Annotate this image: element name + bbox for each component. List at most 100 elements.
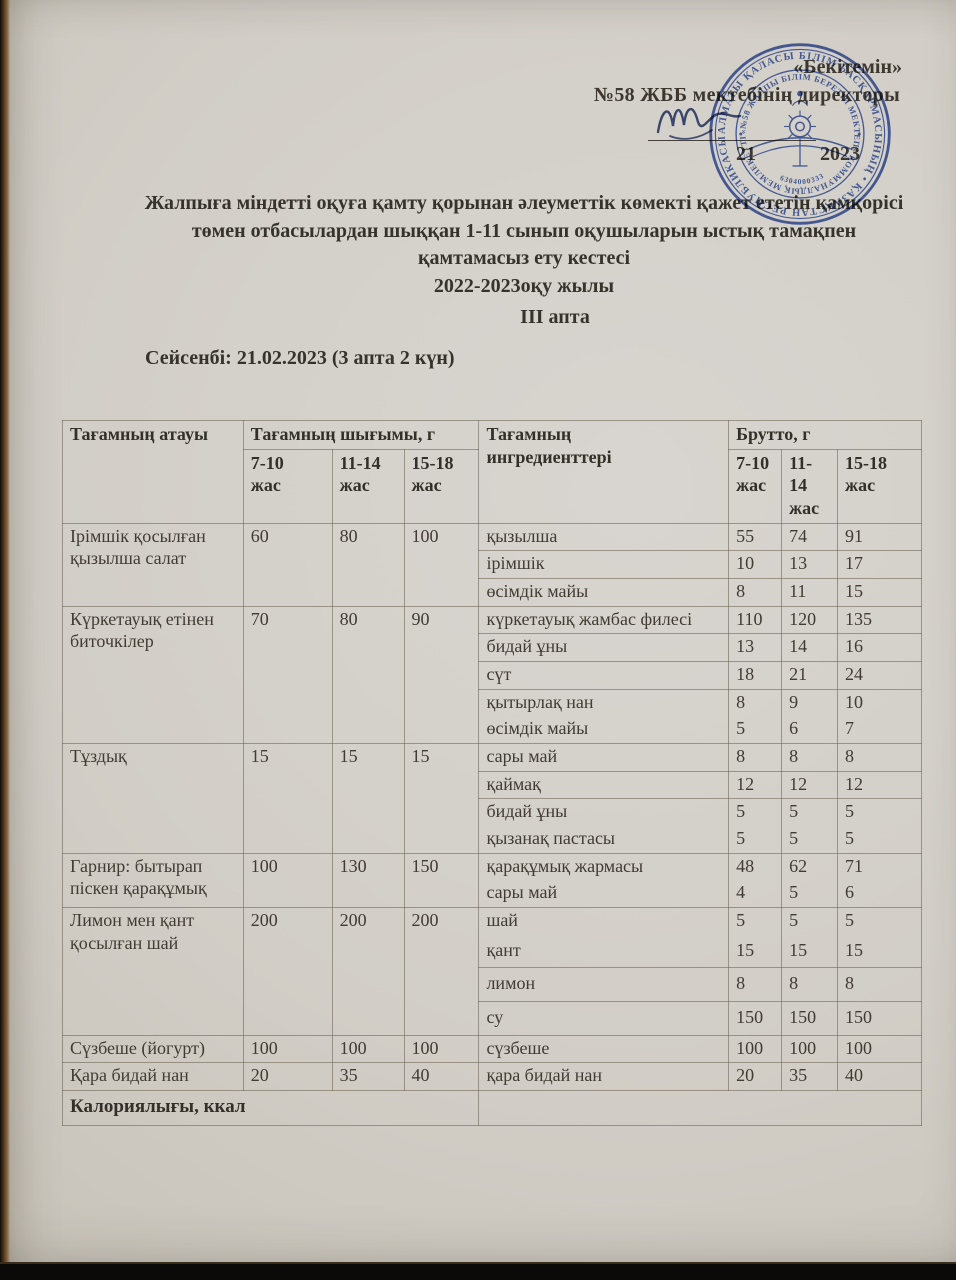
ingredient-name-cell: бидай ұны xyxy=(478,798,730,827)
output-value-cell: 100 xyxy=(331,1034,405,1064)
output-value-cell: 80 xyxy=(331,522,405,607)
table-row: өсімдік майы 8 11 15 xyxy=(63,578,922,607)
table-row: қытырлақ нан 8 9 10 xyxy=(63,688,922,717)
table-row: бидай ұны 5 5 5 xyxy=(63,798,922,827)
header-age-15-18: 15-18 жас xyxy=(403,448,480,524)
brutto-value-cell: 21 xyxy=(781,661,839,690)
table-header-row-groups: Тағамның атауы Тағамның шығымы, г Тағамн… xyxy=(62,420,922,524)
director-line: №58 ЖББ мектебінің директоры xyxy=(593,84,900,106)
brutto-value-cell: 12 xyxy=(781,770,839,800)
brutto-value-cell: 5 xyxy=(728,826,783,854)
header-age-11-14: 11-14 жас xyxy=(331,448,405,524)
brutto-value-cell: 15 xyxy=(837,578,922,607)
dish-name-cell: Тұздық xyxy=(62,743,244,854)
dish-name-cell: Күркетауық етінен биточкілер xyxy=(62,605,244,745)
table-row: Қара бидай нан 20 35 40 қара бидай нан 20 35 40 xyxy=(62,1062,922,1092)
brutto-value-cell: 5 xyxy=(728,907,783,936)
table-row: Ірімшік қосылған қызылша салат 60 80 100 қыз… xyxy=(62,522,922,607)
brutto-value-cell: 14 xyxy=(781,633,839,663)
brutto-value-cell: 150 xyxy=(781,1001,839,1036)
header-dish-name: Тағамның атауы xyxy=(62,420,244,524)
brutto-value-cell: 150 xyxy=(837,1001,922,1036)
brutto-value-cell: 13 xyxy=(728,633,783,663)
output-value-cell: 20 xyxy=(242,1062,333,1092)
brutto-value-cell: 12 xyxy=(837,770,922,800)
brutto-value-cell: 8 xyxy=(781,967,839,1003)
brutto-value-cell: 5 xyxy=(837,907,922,936)
output-value-cell: 35 xyxy=(331,1062,405,1092)
table-row: Лимон мен қант қосылған шай 200 200 200 шай 5… xyxy=(62,907,922,1036)
menu-table: Тағамның атауы Тағамның шығымы, г Тағамн… xyxy=(61,420,922,1127)
brutto-value-cell: 8 xyxy=(837,743,922,772)
table-row: бидай ұны 13 14 16 xyxy=(63,633,922,663)
output-value-cell: 40 xyxy=(403,1062,480,1092)
brutto-value-cell: 5 xyxy=(728,716,783,745)
ingredient-name-cell: өсімдік майы xyxy=(478,578,730,607)
ingredient-name-cell: ірімшік xyxy=(478,550,730,580)
output-value-cell: 100 xyxy=(403,1034,480,1064)
output-value-cell: 100 xyxy=(403,522,480,607)
calories-row: Калориялығы, ккал xyxy=(61,1090,922,1127)
ingredient-name-cell: сүзбеше xyxy=(478,1034,730,1064)
brutto-value-cell: 8 xyxy=(728,967,783,1003)
output-value-cell: 80 xyxy=(331,605,405,745)
title-line-2: төмен отбасылардан шыққан 1-11 сынып оқу… xyxy=(191,219,857,242)
brutto-value-cell: 100 xyxy=(728,1034,783,1064)
header-age-7-10: 7-10 жас xyxy=(242,448,333,524)
brutto-value-cell: 17 xyxy=(837,550,922,580)
output-value-cell: 150 xyxy=(403,852,480,909)
photo-left-edge xyxy=(0,0,10,1280)
dish-name-cell: Лимон мен қант қосылған шай xyxy=(62,907,244,1036)
brutto-value-cell: 120 xyxy=(781,605,839,635)
brutto-value-cell: 48 xyxy=(728,852,783,881)
output-value-cell: 200 xyxy=(331,907,405,1036)
calories-label: Калориялығы, ккал xyxy=(61,1090,480,1127)
table-row: қызанақ пастасы 5 5 5 xyxy=(63,826,922,854)
header-ingredients: Тағамның ингредиенттері xyxy=(478,420,730,524)
ingredient-name-cell: қант xyxy=(478,934,730,969)
calories-empty-cell xyxy=(478,1090,922,1127)
dish-name-cell: Ірімшік қосылған қызылша салат xyxy=(62,522,244,607)
document-title: Жалпыға міндетті оқуға қамту қорынан әле… xyxy=(92,190,956,300)
brutto-value-cell: 15 xyxy=(781,934,839,969)
brutto-value-cell: 6 xyxy=(781,716,839,745)
brutto-value-cell: 62 xyxy=(781,852,839,881)
ingredient-name-cell: қытырлақ нан xyxy=(478,688,730,717)
brutto-value-cell: 18 xyxy=(728,661,783,690)
title-line-4: 2022-2023оқу жылы xyxy=(433,274,615,297)
brutto-value-cell: 9 xyxy=(781,688,839,717)
brutto-value-cell: 40 xyxy=(837,1062,922,1092)
ingredient-name-cell: бидай ұны xyxy=(478,633,730,663)
ingredient-name-cell: су xyxy=(478,1001,730,1036)
output-value-cell: 200 xyxy=(403,907,480,1036)
ingredient-name-cell: қара бидай нан xyxy=(478,1062,730,1092)
brutto-value-cell: 11 xyxy=(781,578,839,607)
week-label: ІІІ апта xyxy=(520,306,590,328)
brutto-value-cell: 5 xyxy=(781,907,839,936)
brutto-value-cell: 35 xyxy=(781,1062,839,1092)
brutto-value-cell: 150 xyxy=(728,1001,783,1036)
header-age-11-14: 11-14 жас xyxy=(781,448,839,524)
brutto-value-cell: 5 xyxy=(781,798,839,827)
brutto-value-cell: 10 xyxy=(728,550,783,580)
brutto-value-cell: 20 xyxy=(728,1062,783,1092)
header-age-7-10: 7-10 жас xyxy=(728,448,783,524)
brutto-value-cell: 24 xyxy=(837,661,922,690)
dish-name-cell: Сүзбеше (йогурт) xyxy=(62,1034,244,1064)
ingredient-name-cell: шай xyxy=(478,907,730,936)
output-value-cell: 130 xyxy=(331,852,405,909)
table-row: Сүзбеше (йогурт) 100 100 100 сүзбеше 100 100 10… xyxy=(62,1034,922,1064)
brutto-value-cell: 4 xyxy=(728,880,783,909)
ingredient-name-cell: қаймақ xyxy=(478,770,730,800)
title-line-3: қамтамасыз ету кестесі xyxy=(417,247,631,269)
ingredient-name-cell: қарақұмық жармасы xyxy=(478,852,730,881)
brutto-value-cell: 16 xyxy=(837,633,922,663)
table-row: су 150 150 150 xyxy=(63,1001,922,1036)
table-row: Тұздық 15 15 15 сары май 8 8 8 xyxy=(62,743,922,854)
table-row: сары май 4 5 6 xyxy=(63,880,922,909)
brutto-value-cell: 110 xyxy=(728,605,783,635)
table-row: өсімдік майы 5 6 7 xyxy=(63,716,922,745)
ingredient-name-cell: сары май xyxy=(478,880,730,909)
header-brutto: Брутто, г xyxy=(728,420,922,450)
